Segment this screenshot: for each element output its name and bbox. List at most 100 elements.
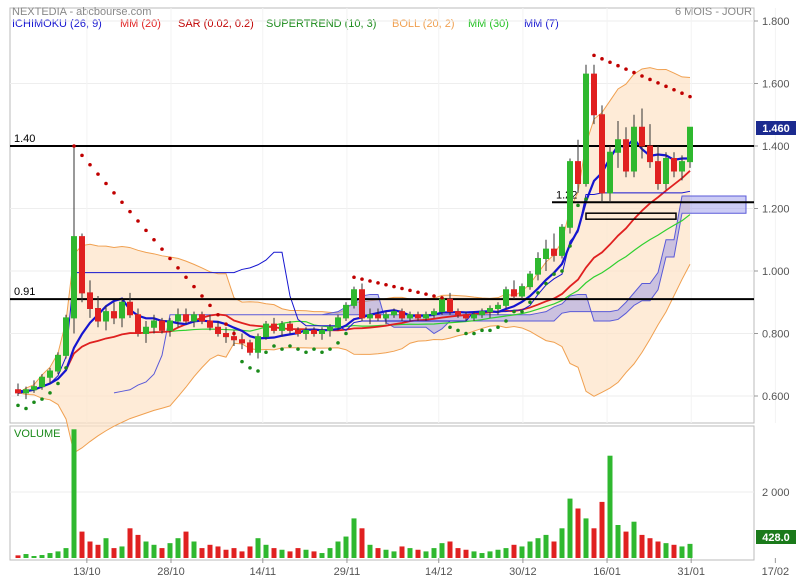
- volume-bar: [375, 548, 381, 558]
- time-tick-label: 30/12: [509, 566, 537, 578]
- candle-body: [487, 308, 493, 313]
- candle-body: [575, 161, 581, 184]
- volume-bar: [159, 548, 165, 558]
- candle-body: [559, 226, 565, 256]
- candle-body: [455, 311, 461, 316]
- price-tick-label: 1.200: [762, 204, 790, 216]
- sar-dot: [280, 347, 284, 351]
- candle-body: [647, 145, 653, 163]
- candle-body: [223, 333, 229, 338]
- volume-bar: [423, 551, 429, 558]
- sar-dot: [576, 203, 580, 208]
- candle-body: [599, 114, 605, 194]
- candle-body: [519, 286, 525, 297]
- sar-dot: [88, 162, 92, 167]
- volume-bar: [575, 508, 581, 558]
- volume-bar: [391, 551, 397, 558]
- sar-dot: [528, 300, 532, 305]
- candle-body: [511, 289, 517, 297]
- sar-dots: [16, 53, 692, 411]
- sar-dot: [272, 344, 276, 348]
- volume-bar: [167, 543, 173, 558]
- volume-bar: [511, 544, 517, 558]
- last-volume-tag: 428.0: [756, 530, 796, 544]
- volume-bar: [119, 546, 125, 558]
- sar-dot: [632, 70, 636, 75]
- volume-bar: [607, 455, 613, 558]
- volume-tick-label: 2 000: [762, 487, 790, 499]
- ichimoku-cloud: [113, 195, 747, 394]
- candle-body: [375, 314, 381, 319]
- sar-dot: [480, 328, 484, 333]
- candle-body: [607, 151, 613, 194]
- volume-bar: [319, 553, 325, 558]
- volume-bar: [191, 541, 197, 558]
- volume-bar: [479, 553, 485, 558]
- candle-body: [447, 298, 453, 313]
- legend-item: MM (20): [120, 18, 161, 30]
- sar-dot: [488, 328, 492, 333]
- volume-bar: [439, 543, 445, 558]
- sar-dot: [416, 290, 420, 295]
- candle-body: [567, 161, 573, 228]
- candle-body: [471, 314, 477, 319]
- volume-bar: [23, 554, 29, 558]
- candle-body: [183, 314, 189, 322]
- candle-body: [71, 236, 77, 319]
- candle-body: [671, 158, 677, 172]
- volume-bar: [271, 548, 277, 558]
- candle-body: [127, 301, 133, 316]
- sar-dot: [232, 331, 236, 336]
- candle-body: [399, 311, 405, 319]
- volume-bar: [39, 555, 45, 558]
- volume-bar: [239, 551, 245, 558]
- candle-body: [215, 326, 221, 334]
- volume-bar: [407, 548, 413, 558]
- sar-dot: [624, 67, 628, 71]
- volume-bar: [503, 548, 509, 558]
- candle-body: [479, 311, 485, 316]
- price-tick-label: 1.600: [762, 79, 790, 91]
- sar-dot: [392, 284, 396, 289]
- sar-dot: [80, 153, 84, 158]
- volume-bar: [519, 546, 525, 558]
- sar-dot: [248, 366, 252, 370]
- volume-bar: [367, 544, 373, 558]
- sar-dot: [552, 272, 556, 276]
- candles: [15, 64, 693, 400]
- volume-bar: [687, 543, 693, 558]
- level-label: 1.40: [14, 133, 35, 145]
- sar-dot: [256, 369, 260, 373]
- legend-item: BOLL (20, 2): [392, 18, 455, 30]
- volume-bar: [15, 555, 21, 558]
- volume-bar: [679, 546, 685, 558]
- candle-body: [63, 317, 69, 356]
- volume-bar: [463, 549, 469, 558]
- candle-body: [279, 323, 285, 331]
- sar-dot: [560, 269, 564, 273]
- sar-dot: [424, 292, 428, 296]
- candle-body: [495, 304, 501, 309]
- price-tick-label: 1.000: [762, 266, 790, 278]
- sar-dot: [368, 279, 372, 283]
- sar-dot: [688, 94, 692, 99]
- sar-dot: [112, 191, 116, 195]
- volume-bar: [343, 536, 349, 558]
- sar-dot: [168, 256, 172, 261]
- candle-body: [359, 289, 365, 319]
- candle-body: [271, 323, 277, 331]
- volume-bar: [55, 551, 61, 558]
- volume-bar: [495, 549, 501, 558]
- candle-body: [663, 158, 669, 184]
- sar-dot: [352, 275, 356, 280]
- sar-dot: [40, 397, 44, 401]
- sar-dot: [144, 228, 148, 233]
- candle-body: [655, 161, 661, 184]
- sar-dot: [304, 350, 308, 355]
- legend-item: SUPERTREND (10, 3): [266, 18, 376, 30]
- candle-body: [423, 314, 429, 319]
- sar-dot: [96, 172, 100, 176]
- sar-dot: [664, 84, 668, 89]
- price-tick-label: 1.400: [762, 141, 790, 153]
- volume-bar: [295, 548, 301, 558]
